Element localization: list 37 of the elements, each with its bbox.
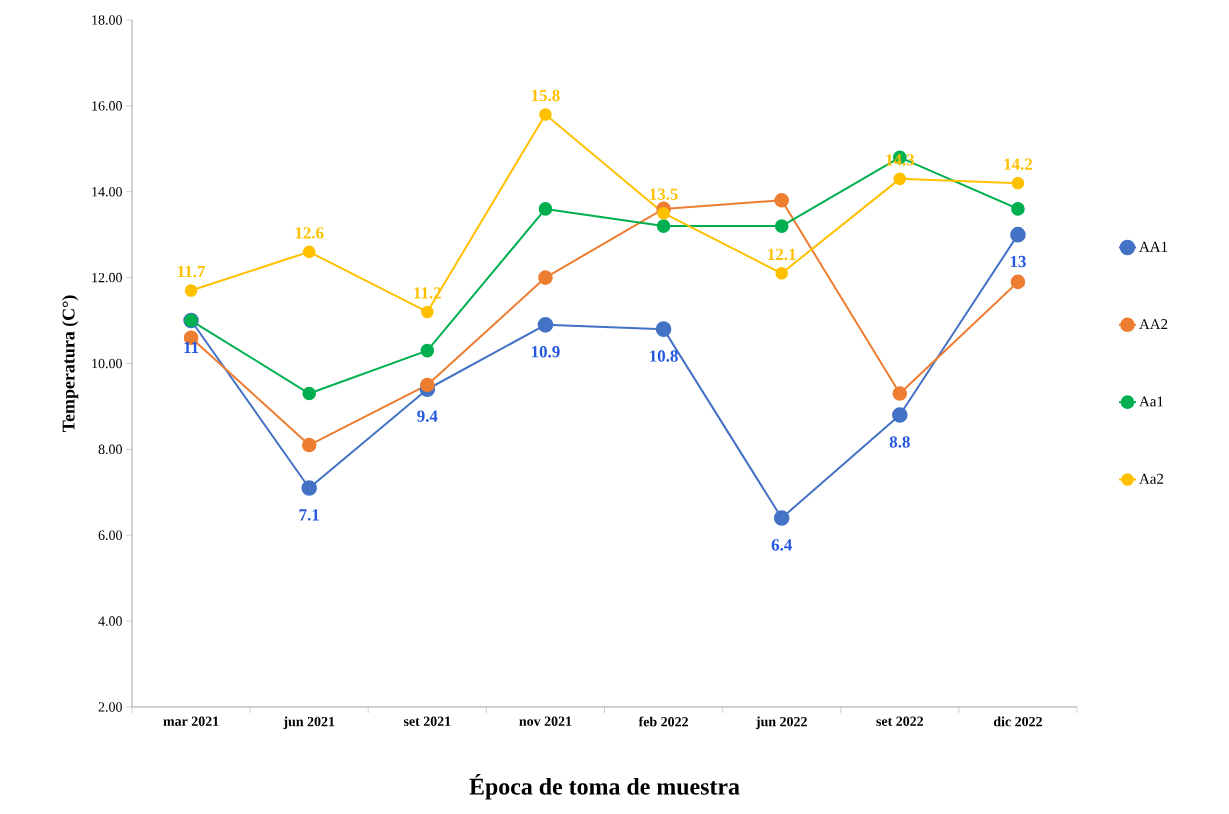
data-label: 11 <box>184 341 199 353</box>
y-tick-label: 8.00 <box>98 444 122 455</box>
y-tick-label: 16.00 <box>92 101 122 111</box>
x-tick-label: jun 2021 <box>283 716 335 730</box>
x-tick-label: jun 2022 <box>755 716 807 730</box>
legend-label: AA2 <box>1139 319 1168 329</box>
data-label: 15.8 <box>531 89 560 102</box>
x-axis-title: Época de toma de muestra <box>469 773 740 800</box>
x-tick-label: dic 2022 <box>993 716 1042 727</box>
y-tick-label: 6.00 <box>98 530 122 540</box>
x-tick-label: feb 2022 <box>638 716 688 727</box>
data-label: 14.2 <box>1004 158 1033 170</box>
y-tick-label: 12.00 <box>92 272 122 283</box>
y-axis-title: Temperatura (C°) <box>62 295 79 432</box>
data-label: 12.6 <box>295 227 324 239</box>
data-label: 13 <box>1010 255 1026 268</box>
legend-label: Aa2 <box>1139 473 1164 484</box>
y-tick-label: 4.00 <box>98 616 122 626</box>
legend-label: AA1 <box>1139 241 1168 252</box>
data-label: 7.1 <box>299 509 319 521</box>
data-label: 13.5 <box>650 188 678 200</box>
data-label: 11.7 <box>178 265 206 278</box>
x-tick-label: set 2022 <box>876 716 924 726</box>
y-tick-label: 10.00 <box>92 358 122 369</box>
y-tick-label: 2.00 <box>98 702 122 712</box>
legend-label: Aa1 <box>1139 396 1163 407</box>
y-tick-label: 18.00 <box>92 15 122 25</box>
data-label: 10.9 <box>531 346 560 358</box>
x-tick-label: nov 2021 <box>519 716 572 726</box>
x-tick-label: set 2021 <box>403 716 451 726</box>
x-tick-label: mar 2021 <box>163 716 219 726</box>
data-label: 6.4 <box>771 539 792 551</box>
y-tick-label: 14.00 <box>92 186 122 197</box>
data-label: 12.1 <box>768 248 796 261</box>
data-label: 8.8 <box>889 436 910 448</box>
data-label: 10.8 <box>650 350 678 362</box>
data-label: 9.4 <box>417 410 438 422</box>
